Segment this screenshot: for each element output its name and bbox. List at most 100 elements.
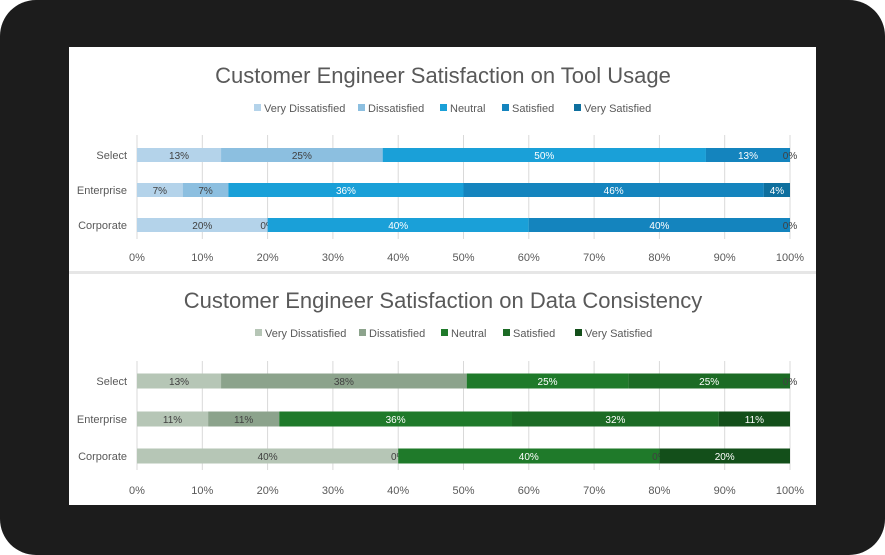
legend-entry: Very Satisfied [585,328,652,340]
data-label: 0% [783,151,798,162]
bar-segment [628,373,790,389]
data-label: 20% [715,452,735,463]
category-label: Select [96,376,127,388]
data-label: 32% [605,415,625,426]
x-tick-label: 90% [714,252,736,264]
x-tick-label: 70% [583,252,605,264]
data-label: 0% [783,377,798,388]
x-tick-label: 30% [322,485,344,497]
x-tick-label: 0% [129,485,145,497]
x-tick-label: 80% [648,485,670,497]
category-label: Corporate [78,220,127,232]
x-tick-label: 70% [583,485,605,497]
chart-title: Customer Engineer Satisfaction on Data C… [184,288,702,313]
bar-segment [763,183,790,197]
category-label: Enterprise [77,414,127,426]
bar-segment [221,373,467,389]
x-tick-label: 10% [191,485,213,497]
legend-swatch [575,329,582,336]
legend-entry: Dissatisfied [369,328,425,340]
x-tick-label: 100% [776,485,804,497]
data-label: 40% [258,452,278,463]
x-tick-label: 50% [452,252,474,264]
bar-segment [182,183,229,197]
x-tick-label: 80% [648,252,670,264]
data-label: 7% [198,186,213,197]
x-tick-label: 60% [518,485,540,497]
data-label: 7% [153,186,168,197]
bar-segment [228,183,464,197]
chart-data-consistency-svg: Customer Engineer Satisfaction on Data C… [77,288,804,497]
legend-entry: Neutral [450,103,485,115]
chart-title: Customer Engineer Satisfaction on Tool U… [215,63,671,88]
legend-swatch [441,329,448,336]
x-tick-label: 100% [776,252,804,264]
bar-segment [208,411,280,427]
bar-segment [137,148,222,162]
bar-segment [137,218,268,232]
bar-segment [137,448,399,464]
data-label: 11% [234,415,253,426]
chart-tool-usage: Customer Engineer Satisfaction on Tool U… [69,47,816,271]
data-label: 36% [386,415,406,426]
category-label: Select [96,150,127,162]
data-label: 46% [604,186,624,197]
data-label: 40% [649,221,669,232]
legend-swatch [254,104,261,111]
legend-entry: Neutral [451,328,486,340]
chart-tool-usage-svg: Customer Engineer Satisfaction on Tool U… [77,63,804,264]
data-label: 40% [519,452,539,463]
x-tick-label: 40% [387,252,409,264]
chart-divider [69,271,816,274]
legend-swatch [503,329,510,336]
data-label: 25% [292,151,312,162]
x-tick-label: 40% [387,485,409,497]
bar-segment [267,218,529,232]
x-tick-label: 0% [129,252,145,264]
bar-segment [466,373,629,389]
category-label: Enterprise [77,185,127,197]
data-label: 11% [163,415,182,426]
bar-segment [528,218,790,232]
chart-data-consistency: Customer Engineer Satisfaction on Data C… [69,274,816,505]
category-label: Corporate [78,451,127,463]
bar-segment [463,183,764,197]
legend-entry: Satisfied [512,103,554,115]
legend-swatch [359,329,366,336]
bar-segment [659,448,790,464]
x-tick-label: 20% [257,252,279,264]
data-label: 4% [770,186,785,197]
legend-entry: Dissatisfied [368,103,424,115]
data-label: 40% [388,221,408,232]
bar-segment [511,411,719,427]
data-label: 11% [745,415,764,426]
legend-entry: Very Dissatisfied [264,103,345,115]
legend-swatch [440,104,447,111]
bar-segment [705,148,790,162]
legend-swatch [358,104,365,111]
data-label: 25% [699,377,719,388]
bar-segment [137,183,183,197]
x-tick-label: 90% [714,485,736,497]
bar-segment [137,411,209,427]
data-label: 13% [738,151,758,162]
data-label: 20% [192,221,212,232]
data-label: 50% [534,151,554,162]
bar-segment [221,148,383,162]
legend-entry: Very Satisfied [584,103,651,115]
x-tick-label: 60% [518,252,540,264]
data-label: 13% [169,151,189,162]
data-label: 36% [336,186,356,197]
data-label: 38% [334,377,354,388]
bar-segment [398,448,660,464]
bar-segment [137,373,222,389]
legend-entry: Very Dissatisfied [265,328,346,340]
data-label: 0% [783,221,798,232]
legend-swatch [255,329,262,336]
bar-segment [382,148,706,162]
legend-swatch [574,104,581,111]
x-tick-label: 20% [257,485,279,497]
bar-segment [279,411,512,427]
data-label: 25% [538,377,558,388]
bar-segment [718,411,790,427]
